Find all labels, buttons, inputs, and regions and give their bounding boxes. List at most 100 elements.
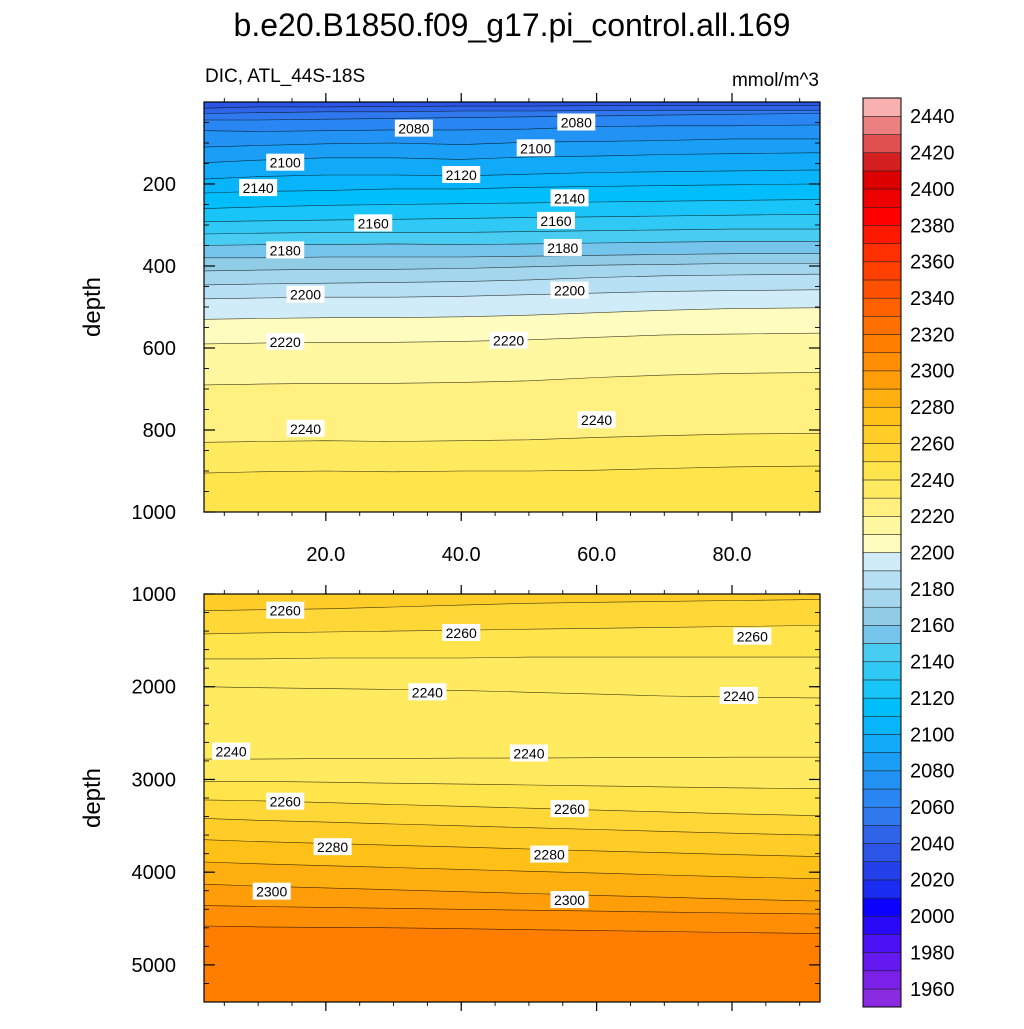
contour-label-text: 2260: [270, 794, 301, 810]
contour-label-2300: 2300: [252, 882, 291, 900]
contour-label-box: [266, 332, 305, 350]
contour-label-text: 2140: [554, 190, 585, 206]
field-fills: [204, 594, 820, 1002]
colorbar-tick-label: 2100: [910, 724, 955, 746]
contour-label-text: 2260: [737, 629, 768, 645]
contour-label-text: 2260: [554, 801, 585, 817]
colorbar-segment: [862, 497, 902, 517]
contour-line-2160: [204, 241, 820, 246]
x-axis: [223, 585, 801, 1011]
colorbar-tick-label: 1960: [910, 979, 955, 1001]
contour-label-2080: 2080: [394, 119, 433, 137]
contour-label-text: 2160: [540, 213, 571, 229]
y-axis-label: depth: [79, 768, 106, 828]
contour-label-text: 2280: [317, 839, 348, 855]
colorbar-segment: [862, 515, 902, 535]
contour-label-text: 2240: [581, 412, 612, 428]
colorbar-segment: [862, 334, 902, 354]
colorbar-segment: [862, 315, 902, 335]
contour-label-text: 2100: [270, 155, 301, 171]
colorbar-segment: [862, 588, 902, 608]
contour-label-box: [266, 601, 305, 619]
contour-line-2250: [204, 781, 820, 789]
chart-subtitle-left: DIC, ATL_44S-18S: [205, 66, 365, 87]
contour-label-2120: 2120: [442, 165, 481, 183]
contour-label-text: 2160: [358, 215, 389, 231]
contour-line-2190: [204, 273, 820, 286]
contour-label-text: 2300: [554, 892, 585, 908]
field-band: [204, 465, 820, 512]
contour-label-box: [313, 838, 352, 856]
colorbar-segment: [862, 624, 902, 644]
contour-label-2240: 2240: [212, 742, 251, 760]
contour-label-2200: 2200: [550, 281, 589, 299]
colorbar-tick-label: 2420: [910, 143, 955, 165]
contour-label-2260: 2260: [442, 623, 481, 641]
y-axis: 200 400 600 800 1000 depth: [79, 101, 820, 524]
contour-label-box: [550, 891, 589, 908]
colorbar-segment: [862, 370, 902, 390]
contour-label-text: 2180: [547, 240, 578, 256]
colorbar-segment: [862, 134, 902, 154]
contour-line-2110: [204, 169, 820, 180]
colorbar-segment: [862, 861, 902, 881]
contour-label-2140: 2140: [239, 179, 278, 197]
contour-label-2260: 2260: [266, 792, 305, 810]
colorbar-segment: [862, 188, 902, 208]
colorbar-tick-label: 2060: [910, 797, 955, 819]
colorbar-segment: [862, 915, 902, 935]
colorbar-tick-label: 2000: [910, 906, 955, 928]
contour-label-text: 2280: [534, 847, 565, 863]
contour-label-box: [442, 165, 481, 183]
contour-line-2090: [204, 138, 820, 148]
contour-label-box: [212, 742, 251, 760]
contour-label-box: [354, 214, 393, 232]
colorbar-segment: [862, 461, 902, 481]
contour-label-2300: 2300: [550, 891, 589, 908]
contour-label-text: 2100: [520, 140, 551, 156]
colorbar-segment: [862, 933, 902, 953]
contour-label-box: [266, 792, 305, 810]
y-tick-label: 5000: [132, 955, 177, 977]
y-axis-label: depth: [79, 277, 106, 337]
contour-label-box: [509, 744, 548, 762]
y-tick-label: 200: [143, 174, 176, 196]
colorbar-segment: [862, 352, 902, 372]
contour-line-2290: [204, 861, 820, 879]
contour-label-text: 2140: [243, 180, 274, 196]
colorbar-segment: [862, 606, 902, 626]
colorbar-segment: [862, 424, 902, 444]
colorbar-segment: [862, 261, 902, 281]
colorbar-segment: [862, 643, 902, 663]
colorbar-tick-label: 2360: [910, 252, 955, 274]
contour-label-text: 2080: [561, 115, 592, 131]
contour-label-box: [266, 241, 305, 259]
field-fills: [204, 102, 820, 512]
colorbar-segment: [862, 897, 902, 917]
y-tick-label: 1000: [132, 584, 177, 606]
y-tick-label: 4000: [132, 862, 177, 884]
colorbar-tick-label: 2120: [910, 688, 955, 710]
contour-label-2220: 2220: [489, 331, 528, 349]
contour-label-2180: 2180: [543, 238, 582, 256]
contour-line-2170: [204, 253, 820, 259]
colorbar-segment: [862, 243, 902, 263]
y-tick-label: 400: [143, 256, 176, 278]
contour-label-text: 2260: [270, 603, 301, 619]
contour-label-2200: 2200: [286, 285, 325, 303]
contour-label-2080: 2080: [557, 113, 596, 131]
contour-label-box: [530, 845, 569, 863]
contour-label-text: 2240: [723, 688, 754, 704]
contour-line-2270: [204, 818, 820, 836]
colorbar-tick-label: 2140: [910, 652, 955, 674]
panel-upper-ocean: 2080 2080 2100 2100 2120 2140 2140 2160 2160 2180…: [79, 93, 821, 566]
contour-line-2250: [204, 656, 820, 660]
contour-line-2320: [204, 925, 820, 934]
colorbar-segment: [862, 879, 902, 899]
contour-line-2070: [204, 113, 820, 121]
colorbar-segment: [862, 224, 902, 244]
colorbar-segment: [862, 806, 902, 826]
contour-line-2270: [204, 599, 820, 611]
